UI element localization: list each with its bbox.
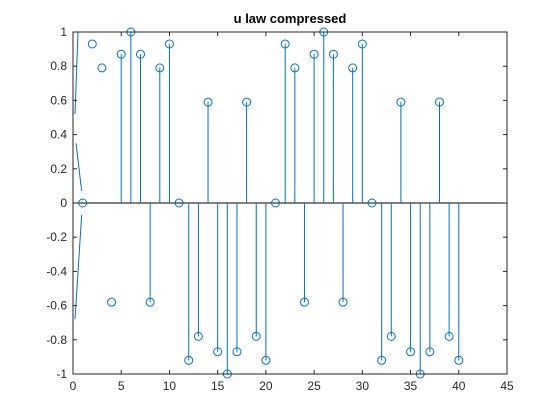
y-tick-label: 1 <box>60 25 67 39</box>
data-marker-35 <box>406 347 416 357</box>
y-tick-label: -0.2 <box>46 230 67 244</box>
data-marker-8 <box>145 297 155 307</box>
data-marker-20 <box>261 355 271 365</box>
data-marker-39 <box>444 331 454 341</box>
data-marker-10 <box>164 39 174 49</box>
data-marker-38 <box>434 97 444 107</box>
data-marker-14 <box>203 97 213 107</box>
data-marker-15 <box>213 347 223 357</box>
data-marker-13 <box>193 331 203 341</box>
data-marker-28 <box>338 297 348 307</box>
y-tick-label: -0.8 <box>46 333 67 347</box>
data-marker-25 <box>309 49 319 59</box>
x-tick-label: 25 <box>307 379 321 393</box>
data-marker-22 <box>280 39 290 49</box>
data-marker-3 <box>97 63 107 73</box>
connector-lower <box>74 214 83 320</box>
data-marker-7 <box>136 49 146 59</box>
data-marker-19 <box>251 331 261 341</box>
data-marker-1 <box>78 198 88 208</box>
data-marker-32 <box>377 355 387 365</box>
x-tick-label: 20 <box>259 379 273 393</box>
y-tick-label: -1 <box>56 367 67 381</box>
data-marker-40 <box>454 355 464 365</box>
data-marker-4 <box>107 297 117 307</box>
data-marker-11 <box>174 198 184 208</box>
x-tick-label: 0 <box>70 379 77 393</box>
y-tick-label: 0.2 <box>50 162 67 176</box>
data-marker-18 <box>242 97 252 107</box>
y-tick-label: 0.4 <box>50 128 67 142</box>
x-tick-label: 30 <box>356 379 370 393</box>
data-marker-33 <box>386 331 396 341</box>
x-tick-label: 15 <box>211 379 225 393</box>
x-tick-label: 45 <box>500 379 514 393</box>
data-marker-5 <box>116 49 126 59</box>
y-tick-label: 0 <box>60 196 67 210</box>
data-marker-37 <box>425 347 435 357</box>
connector-upper <box>75 143 83 192</box>
x-tick-label: 5 <box>118 379 125 393</box>
data-marker-12 <box>184 355 194 365</box>
ticks-layer: 0 5 10 15 20 25 30 35 40 45 -1 -0.8 -0.6 -0.4 -0.2 0 0.2… <box>46 25 514 393</box>
data-marker-30 <box>357 39 367 49</box>
y-tick-label: -0.6 <box>46 299 67 313</box>
x-tick-label: 40 <box>452 379 466 393</box>
data-marker-31 <box>367 198 377 208</box>
y-tick-label: -0.4 <box>46 264 67 278</box>
x-tick-label: 10 <box>163 379 177 393</box>
data-marker-27 <box>328 49 338 59</box>
stems-layer <box>74 31 460 374</box>
data-marker-21 <box>271 198 281 208</box>
data-marker-17 <box>232 347 242 357</box>
data-marker-23 <box>290 63 300 73</box>
y-tick-label: 0.6 <box>50 93 67 107</box>
data-marker-2 <box>87 39 97 49</box>
data-marker-34 <box>396 97 406 107</box>
y-tick-label: 0.8 <box>50 59 67 73</box>
data-marker-29 <box>348 63 358 73</box>
x-tick-label: 35 <box>404 379 418 393</box>
data-marker-24 <box>299 297 309 307</box>
data-marker-9 <box>155 63 165 73</box>
chart-title: u law compressed <box>234 11 347 26</box>
